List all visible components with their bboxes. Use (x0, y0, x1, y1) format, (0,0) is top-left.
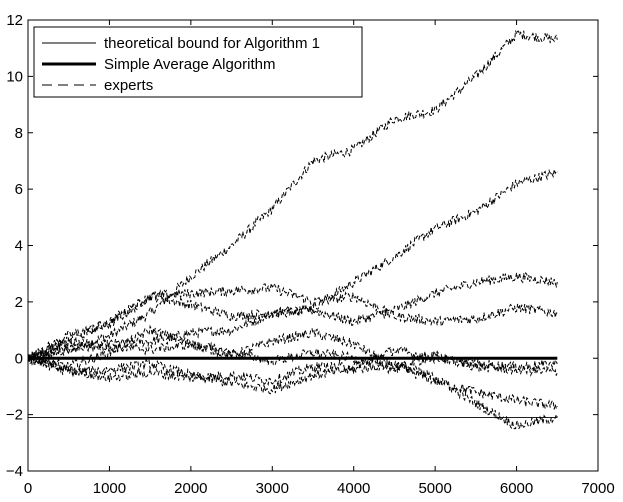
legend-label: Simple Average Algorithm (104, 56, 275, 73)
y-tick-label: −2 (6, 407, 23, 424)
y-tick-label: 4 (15, 238, 23, 255)
y-tick-label: 8 (15, 125, 23, 142)
series-line-8 (27, 337, 558, 378)
series-line-2 (27, 30, 558, 362)
x-tick-label: 7000 (581, 480, 614, 497)
y-tick-label: 0 (15, 350, 23, 367)
x-tick-label: 6000 (500, 480, 533, 497)
x-tick-label: 4000 (337, 480, 370, 497)
x-tick-label: 3000 (256, 480, 289, 497)
series-line-9 (27, 345, 558, 386)
legend-box (33, 26, 363, 98)
legend-label: theoretical bound for Algorithm 1 (104, 35, 320, 52)
y-tick-label: 2 (15, 294, 23, 311)
legend-label: experts (104, 77, 153, 94)
series-layer (27, 30, 558, 430)
y-tick-label: 6 (15, 181, 23, 198)
series-line-3 (27, 168, 558, 364)
y-tick-label: 12 (6, 12, 23, 29)
series-line-5 (27, 282, 558, 362)
series-line-7 (27, 357, 558, 430)
legend: theoretical bound for Algorithm 1 Simple … (33, 26, 363, 98)
y-tick-label: 10 (6, 68, 23, 85)
x-tick-label: 0 (24, 480, 32, 497)
x-tick-label: 5000 (418, 480, 451, 497)
axis-layer: 0 1000 2000 3000 4000 5000 6000 7000 −4 −2 0 2 4 6 8 10… (6, 12, 615, 497)
series-line-4 (27, 271, 558, 361)
y-tick-label: −4 (6, 463, 23, 480)
x-tick-label: 1000 (93, 480, 126, 497)
x-tick-label: 2000 (174, 480, 207, 497)
